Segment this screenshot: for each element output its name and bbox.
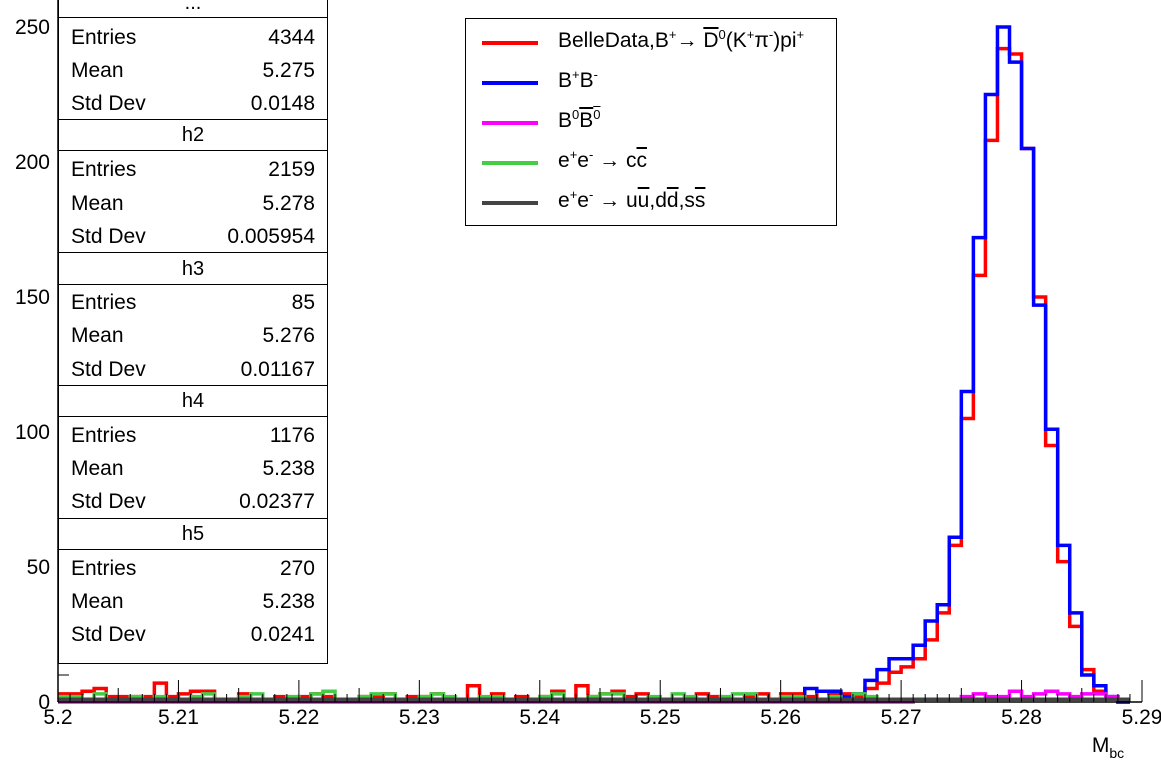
legend-label: e+e- → cc (558, 147, 647, 172)
stats-key: Entries (71, 557, 137, 580)
stats-key: Std Dev (71, 92, 146, 115)
stats-value: 0.0241 (250, 623, 315, 646)
x-tick-label: 5.21 (158, 706, 199, 729)
stats-key: Std Dev (71, 623, 146, 646)
stats-key: Mean (71, 59, 124, 82)
stats-title-h4: h4 (181, 390, 205, 412)
legend-swatch (482, 121, 538, 125)
stats-title-h2: h2 (181, 124, 205, 146)
legend-swatch (482, 161, 538, 165)
y-tick-label: 200 (15, 151, 50, 174)
y-tick-label: 100 (15, 421, 50, 444)
legend-label: B0B0 (558, 107, 601, 132)
stats-separator (59, 549, 327, 550)
stats-panel: ... Entries 4344 Mean 5.275 Std Dev 0.0148 … (58, 0, 328, 664)
stats-value: 5.238 (262, 590, 315, 613)
stats-separator (59, 416, 327, 417)
stats-value: 1176 (269, 424, 315, 447)
stats-key: Mean (71, 457, 124, 480)
stats-value: 5.275 (262, 59, 315, 82)
legend-item-b0b0: B0B0 (466, 103, 836, 143)
stats-key: Entries (71, 291, 137, 314)
stats-key: Mean (71, 192, 124, 215)
legend-item-ccbar: e+e- → cc (466, 143, 836, 183)
stats-value: 85 (291, 291, 315, 314)
legend-item-bpbm: B+B- (466, 63, 836, 103)
y-tick-label: 0 (38, 691, 50, 714)
stats-key: Mean (71, 590, 124, 613)
legend-swatch (482, 201, 538, 205)
stats-title-h3: h3 (181, 258, 205, 280)
stats-value: 0.02377 (239, 490, 315, 513)
x-tick-label: 5.28 (1001, 706, 1042, 729)
legend-label: BelleData,B+→ D0(K+π-)pi+ (558, 27, 805, 52)
stats-separator (59, 17, 327, 18)
stats-value: 2159 (268, 158, 315, 181)
stats-value: 5.276 (262, 324, 315, 347)
x-tick-label: 5.22 (278, 706, 319, 729)
x-tick-label: 5.29 (1122, 706, 1161, 729)
y-tick-label: 250 (15, 16, 50, 39)
stats-key: Entries (71, 26, 137, 49)
stats-key: Std Dev (71, 358, 146, 381)
stats-value: 5.278 (262, 192, 315, 215)
legend-swatch (482, 81, 538, 85)
x-tick-label: 5.2 (43, 706, 72, 729)
stats-separator (59, 284, 327, 285)
x-tick-label: 5.27 (881, 706, 922, 729)
stats-value: 0.005954 (227, 225, 315, 248)
stats-title-h5: h5 (181, 523, 205, 545)
stats-title-top: ... (184, 0, 202, 14)
stats-value: 0.01167 (240, 358, 315, 381)
stats-key: Entries (71, 424, 137, 447)
stats-value: 5.238 (262, 457, 315, 480)
legend-label: e+e- → uu,dd,ss (558, 187, 706, 212)
legend-item-uds: e+e- → uu,dd,ss (466, 183, 836, 223)
y-tick-label: 50 (27, 556, 50, 579)
legend: BelleData,B+→ D0(K+π-)pi+ B+B- B0B0 e+e-… (465, 18, 837, 226)
stats-separator (59, 119, 327, 120)
x-tick-label: 5.23 (399, 706, 440, 729)
x-tick-label: 5.24 (519, 706, 560, 729)
stats-value: 0.0148 (250, 92, 315, 115)
legend-item-belledata: BelleData,B+→ D0(K+π-)pi+ (466, 23, 836, 63)
stats-value: 270 (279, 557, 315, 580)
stats-separator (59, 252, 327, 253)
stats-key: Std Dev (71, 490, 146, 513)
y-tick-label: 150 (15, 286, 50, 309)
stats-separator (59, 150, 327, 151)
stats-value: 4344 (268, 26, 315, 49)
stats-key: Mean (71, 324, 124, 347)
stats-separator (59, 385, 327, 386)
x-tick-label: 5.26 (760, 706, 801, 729)
stats-key: Std Dev (71, 225, 146, 248)
legend-label: B+B- (558, 67, 598, 92)
stats-separator (59, 518, 327, 519)
x-tick-label: 5.25 (640, 706, 681, 729)
legend-swatch (482, 41, 538, 45)
stats-key: Entries (71, 158, 137, 181)
x-axis-label: Mbc (1092, 734, 1124, 761)
